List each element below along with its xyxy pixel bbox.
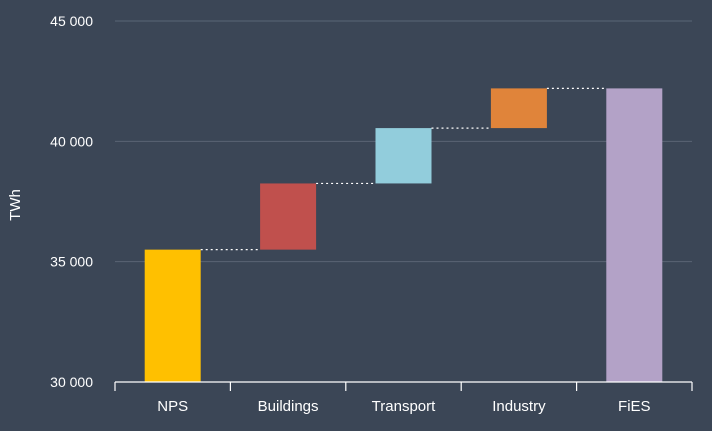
bar-industry (490, 88, 547, 129)
x-category-label: Industry (492, 398, 546, 415)
axes (114, 381, 693, 391)
bars (144, 88, 663, 383)
bar-nps (144, 249, 201, 382)
y-tick-label: 45 000 (50, 13, 93, 29)
x-category-labels: NPS Buildings Transport Industry FiES (157, 398, 650, 415)
x-category-label: NPS (157, 398, 188, 415)
bar-transport (375, 128, 432, 184)
y-tick-labels: 30 000 35 000 40 000 45 000 (50, 13, 93, 390)
y-axis-title: TWh (7, 189, 24, 221)
bar-buildings (260, 183, 317, 250)
y-tick-label: 40 000 (50, 133, 93, 149)
x-category-label: Buildings (258, 398, 319, 415)
x-category-label: Transport (372, 398, 436, 415)
bar-fies (606, 88, 663, 383)
y-tick-label: 35 000 (50, 254, 93, 270)
y-tick-label: 30 000 (50, 374, 93, 390)
x-category-label: FiES (618, 398, 651, 415)
